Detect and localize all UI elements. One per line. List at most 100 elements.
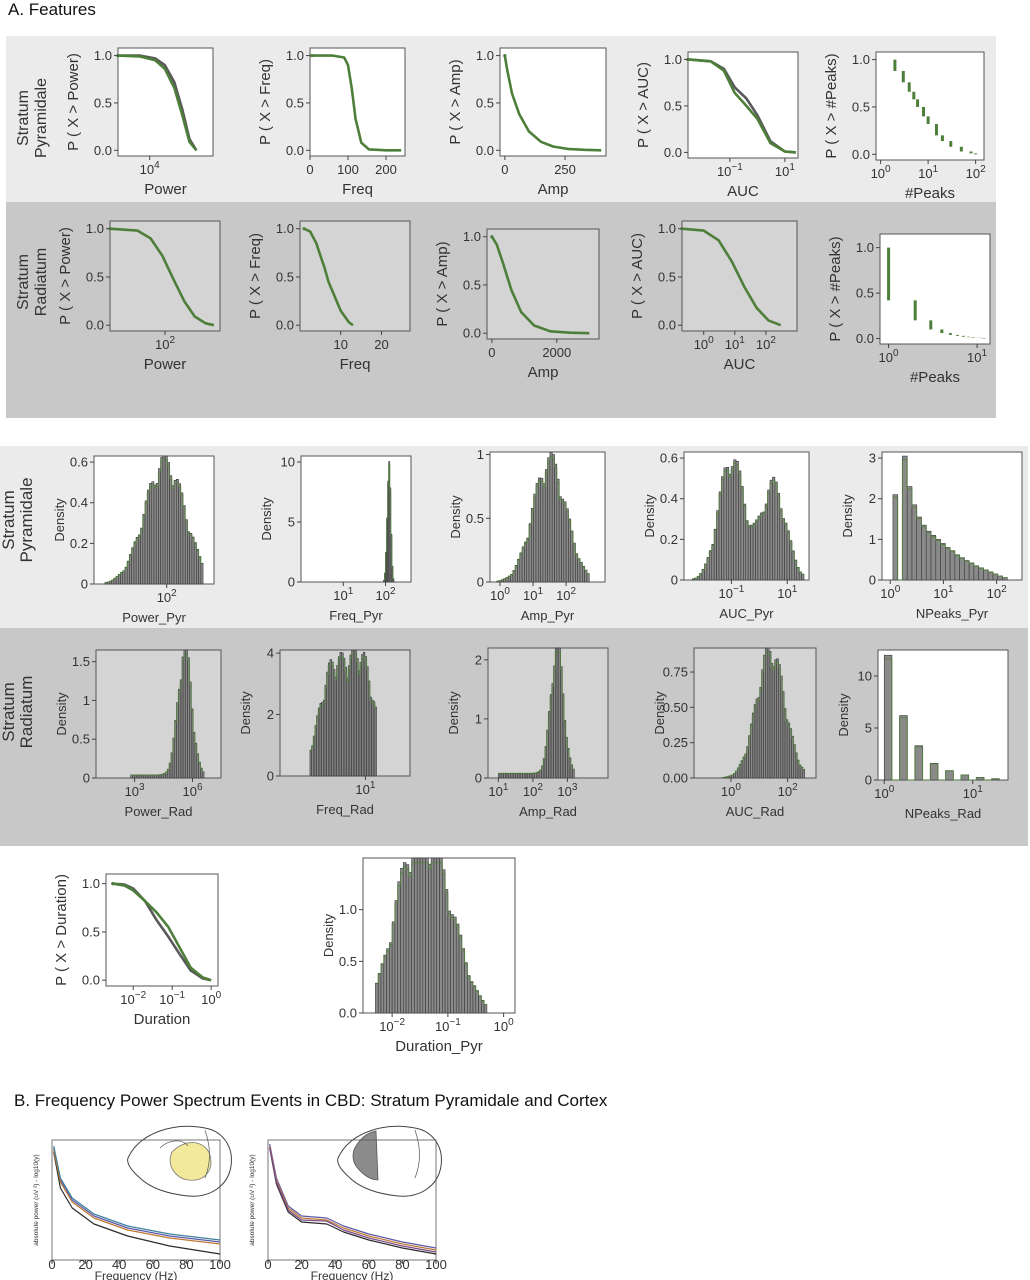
series-line <box>303 227 354 327</box>
histogram-bar <box>960 774 969 781</box>
histogram-bar <box>436 857 440 1014</box>
histogram-bar <box>542 483 546 583</box>
histogram-bar <box>762 511 766 581</box>
histogram-bar <box>422 857 426 1014</box>
histogram-bar <box>146 489 150 585</box>
y-tick-label: 0 <box>81 577 88 592</box>
series-line <box>490 236 590 335</box>
y-axis-label: Density <box>238 691 253 735</box>
x-tick-label: 100 <box>209 1257 231 1272</box>
histogram-bar <box>540 477 544 583</box>
y-tick-label: 0 <box>865 773 872 788</box>
y-axis-label: P ( X > Freq) <box>247 233 264 319</box>
histogram-bar <box>964 560 970 581</box>
y-tick-label: 0.0 <box>86 318 104 333</box>
histogram-bar <box>171 485 175 585</box>
histogram-bar <box>447 910 451 1014</box>
x-axis-label: AUC <box>724 356 756 373</box>
histogram-bar <box>558 496 562 583</box>
series-line <box>109 227 215 327</box>
histogram-bar <box>735 460 739 581</box>
histogram-bar <box>914 745 923 781</box>
y-axis-label: P ( X > AUC) <box>629 233 646 319</box>
plot-frame <box>875 51 985 161</box>
histogram-bar <box>453 916 457 1014</box>
histogram-bar <box>929 763 939 781</box>
histogram-bar <box>973 565 979 581</box>
plot-frame <box>486 228 600 340</box>
y-tick-label: 0.5 <box>94 95 112 110</box>
x-tick-label: 10 <box>334 337 348 352</box>
x-tick-label: 10−1 <box>159 990 185 1007</box>
x-tick-label: 40 <box>112 1257 126 1272</box>
y-tick-label: 0.4 <box>660 491 678 506</box>
histogram-bar <box>992 573 999 581</box>
x-tick-label: 100 <box>494 1017 514 1034</box>
y-tick-label: 0.6 <box>660 451 678 466</box>
y-tick-label: 1.0 <box>664 52 682 67</box>
histogram-bar <box>375 982 379 1014</box>
plot-frame <box>499 47 607 157</box>
y-tick-label: 1 <box>83 693 90 708</box>
histogram-bar <box>178 483 182 585</box>
histogram-bar <box>899 715 908 781</box>
histogram-bar <box>930 535 937 581</box>
histogram-bar <box>414 857 418 1014</box>
y-tick-label: 0.5 <box>339 954 357 969</box>
x-tick-label: 2000 <box>542 345 571 360</box>
x-tick-label: 60 <box>362 1257 376 1272</box>
y-axis-label: Density <box>446 691 461 735</box>
row-label-pyr-ccdf-1: Stratum <box>15 90 32 146</box>
y-tick-label: 4 <box>267 646 274 661</box>
y-tick-label: 0.5 <box>276 269 294 284</box>
histogram-bar <box>483 1003 488 1014</box>
y-axis-label: P ( X > Amp) <box>447 59 464 144</box>
x-axis-label: AUC <box>727 183 759 200</box>
y-tick-label: 1.0 <box>658 221 676 236</box>
y-tick-label: 1 <box>869 532 876 547</box>
y-tick-label: 0.0 <box>658 318 676 333</box>
x-tick-label: 250 <box>554 162 576 177</box>
plot-frame <box>51 1139 221 1261</box>
histogram-bar <box>945 770 954 781</box>
chart-ccdf-pyr-amp: 0.0 0.5 1.0 0 250 Amp P ( X > Amp) <box>447 47 607 198</box>
y-tick-label: 0 <box>477 575 484 590</box>
histogram-bar <box>200 562 204 585</box>
series-line <box>269 1145 437 1251</box>
y-axis-label: P ( X > #Peaks) <box>827 236 844 341</box>
plot-frame <box>879 233 991 345</box>
histogram-bar <box>940 543 946 581</box>
histogram-bar <box>764 503 768 581</box>
chart-spectrum-pyr: 0 20 40 60 80 100 Frequency (Hz) absolute power… <box>33 1139 231 1280</box>
histogram-bar <box>386 948 390 1014</box>
y-tick-label: 0.0 <box>664 145 682 160</box>
x-tick-label: 60 <box>146 1257 160 1272</box>
y-tick-label: 0.00 <box>663 771 688 786</box>
y-tick-label: 0 <box>267 769 274 784</box>
histogram-bar <box>439 857 443 1014</box>
x-tick-label: 200 <box>375 162 397 177</box>
x-tick-label: 10−1 <box>435 1017 461 1034</box>
histogram-bar <box>428 863 432 1014</box>
x-tick-label: 80 <box>179 1257 193 1272</box>
histogram-bar <box>750 524 754 581</box>
histogram-bar <box>572 768 575 779</box>
brain-schematic-pyramidale <box>127 1125 232 1197</box>
y-tick-label: 2 <box>869 491 876 506</box>
y-axis-label: P ( X > Amp) <box>434 241 451 326</box>
x-axis-label: Amp_Rad <box>519 804 577 819</box>
histogram-bar <box>402 862 407 1014</box>
histogram-bar <box>892 494 898 581</box>
y-tick-label: 0.0 <box>339 1006 357 1021</box>
y-axis-label: absolute power (uV ²) - log10(y) <box>249 1154 256 1245</box>
histogram-bar <box>151 481 155 585</box>
y-axis-label: Density <box>259 497 274 541</box>
y-axis-label: Density <box>448 495 463 539</box>
